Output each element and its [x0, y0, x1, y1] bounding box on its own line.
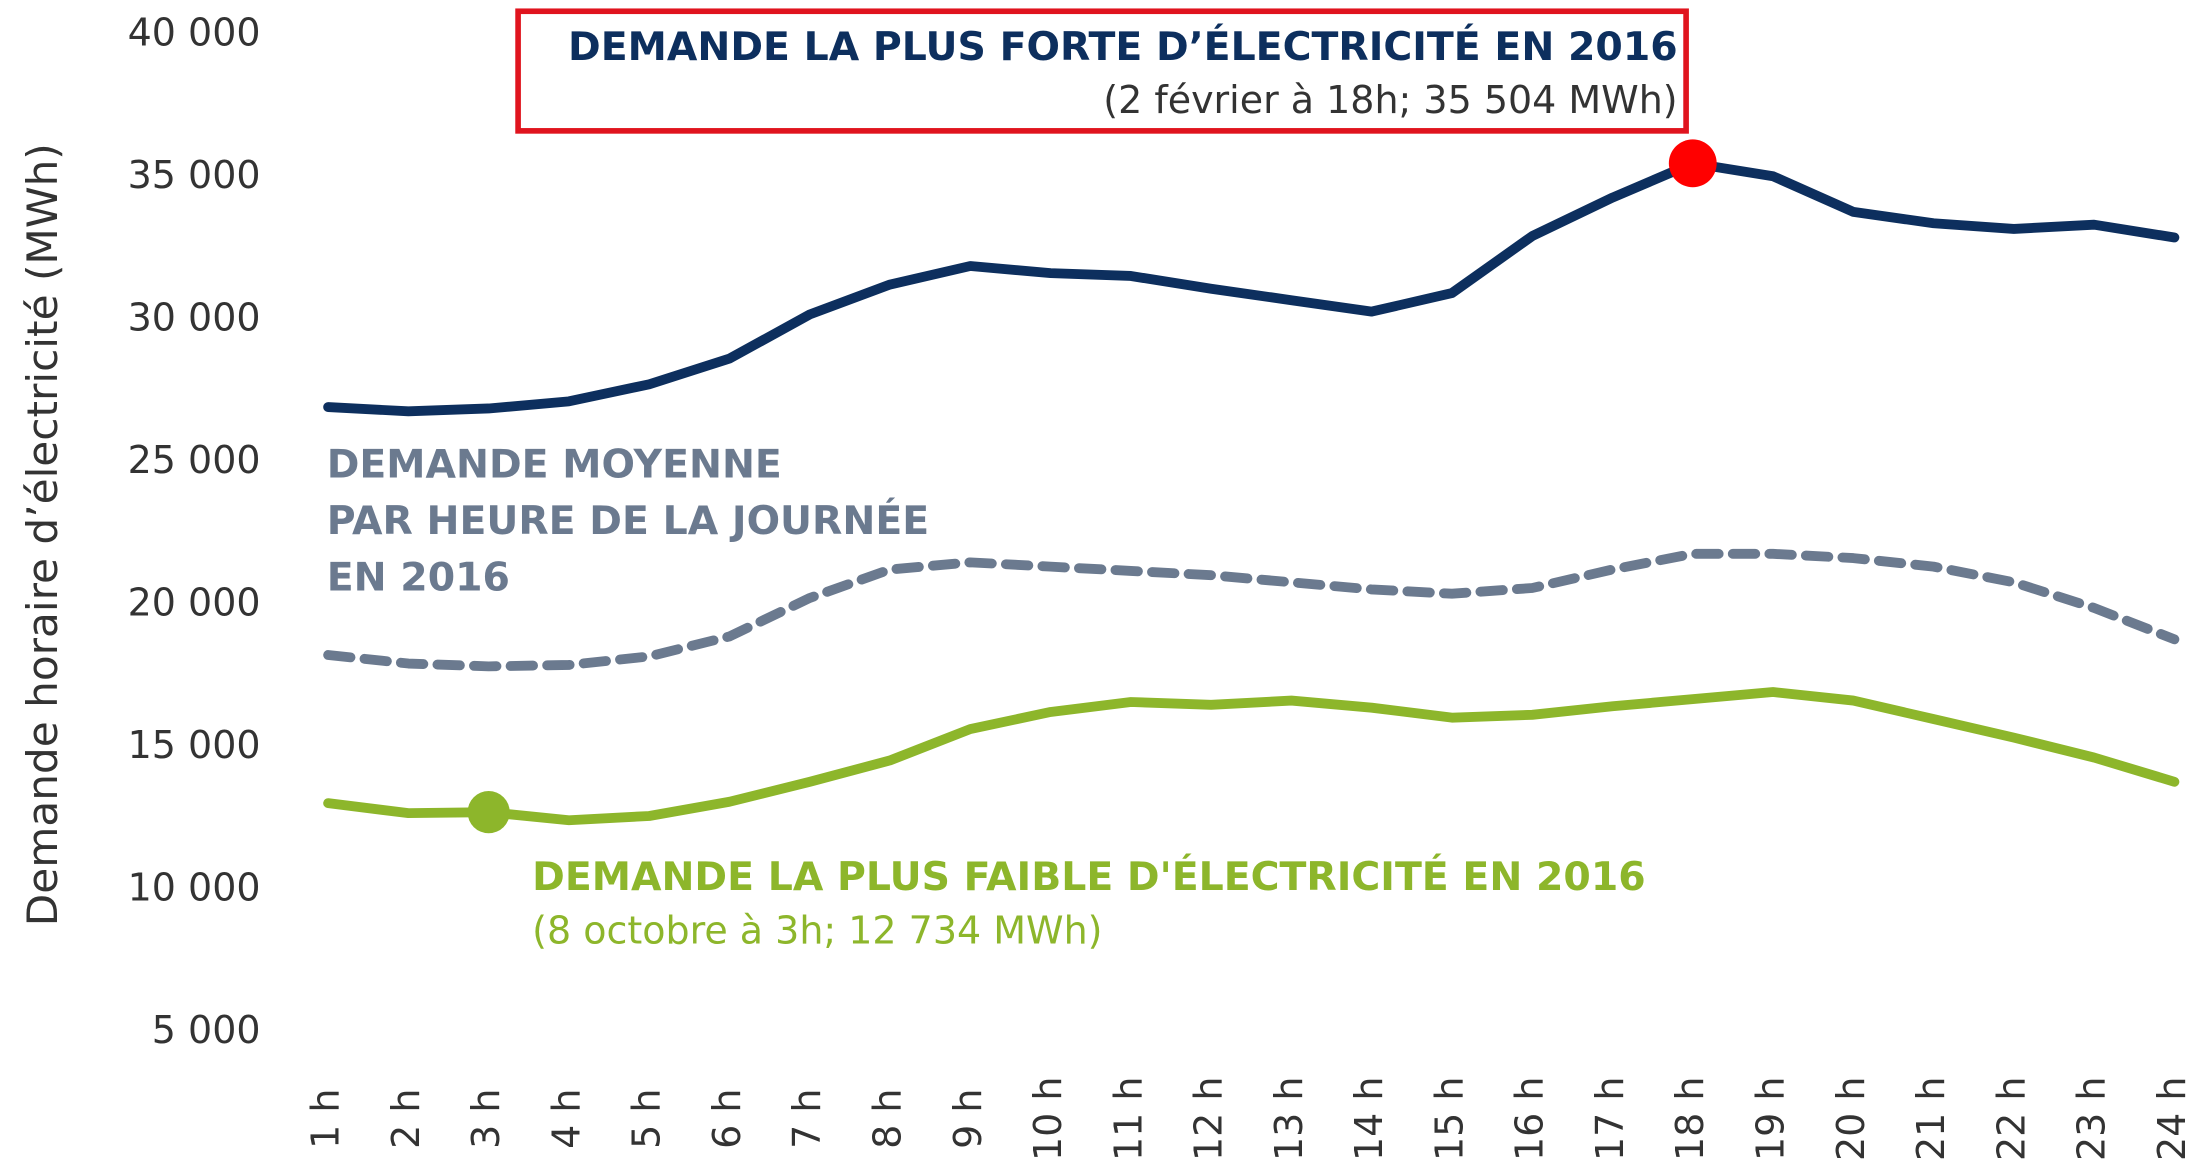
y-tick-label: 35 000 — [128, 153, 261, 197]
x-tick-label: 6 h — [705, 1089, 749, 1149]
x-tick-label: 3 h — [464, 1089, 508, 1149]
annotation-text: DEMANDE LA PLUS FORTE D’ÉLECTRICITÉ EN 2… — [568, 23, 1678, 70]
x-tick-label: 4 h — [544, 1089, 588, 1149]
x-tick-label: 8 h — [866, 1089, 910, 1149]
x-tick-label: 13 h — [1267, 1077, 1311, 1161]
x-tick-label: 16 h — [1508, 1077, 1552, 1161]
x-tick-label: 7 h — [785, 1089, 829, 1149]
x-tick-label: 12 h — [1187, 1077, 1231, 1161]
series-line — [323, 548, 2180, 672]
y-tick-label: 30 000 — [128, 296, 261, 340]
annotation-text: (8 octobre à 3h; 12 734 MWh) — [532, 908, 1102, 952]
annotation-text: PAR HEURE DE LA JOURNÉE — [327, 497, 929, 544]
highlight-point — [467, 791, 510, 834]
x-tick-label: 17 h — [1588, 1077, 1632, 1161]
y-axis-label: Demande horaire d’électricité (MWh) — [18, 143, 67, 926]
highlight-point — [1668, 139, 1717, 188]
x-tick-label: 10 h — [1026, 1077, 1070, 1161]
annotation-box — [515, 8, 1689, 134]
x-tick-label: 5 h — [625, 1089, 669, 1149]
series-line — [323, 687, 2180, 826]
y-tick-label: 20 000 — [128, 581, 261, 625]
y-tick-label: 40 000 — [128, 11, 261, 55]
y-tick-label: 5 000 — [152, 1008, 261, 1052]
x-tick-label: 1 h — [304, 1089, 348, 1149]
x-tick-label: 21 h — [1909, 1077, 1953, 1161]
annotation-text: DEMANDE MOYENNE — [327, 442, 782, 488]
x-tick-label: 20 h — [1829, 1077, 1873, 1161]
x-tick-label: 9 h — [946, 1089, 990, 1149]
x-tick-label: 2 h — [384, 1089, 428, 1149]
x-tick-label: 15 h — [1427, 1077, 1471, 1161]
x-tick-label: 18 h — [1668, 1077, 1712, 1161]
y-tick-label: 15 000 — [128, 723, 261, 767]
x-tick-label: 23 h — [2070, 1077, 2114, 1161]
x-tick-label: 24 h — [2150, 1077, 2194, 1161]
series-line — [323, 158, 2180, 417]
annotation-text: (2 février à 18h; 35 504 MWh) — [1103, 78, 1677, 122]
y-tick-label: 25 000 — [128, 438, 261, 482]
x-tick-label: 14 h — [1347, 1077, 1391, 1161]
x-tick-label: 11 h — [1106, 1077, 1150, 1161]
annotation-text: DEMANDE LA PLUS FAIBLE D'ÉLECTRICITÉ EN … — [532, 853, 1646, 900]
annotation-text: EN 2016 — [327, 554, 510, 600]
x-tick-label: 19 h — [1749, 1077, 1793, 1161]
x-tick-label: 22 h — [1989, 1077, 2033, 1161]
y-tick-label: 10 000 — [128, 866, 261, 910]
